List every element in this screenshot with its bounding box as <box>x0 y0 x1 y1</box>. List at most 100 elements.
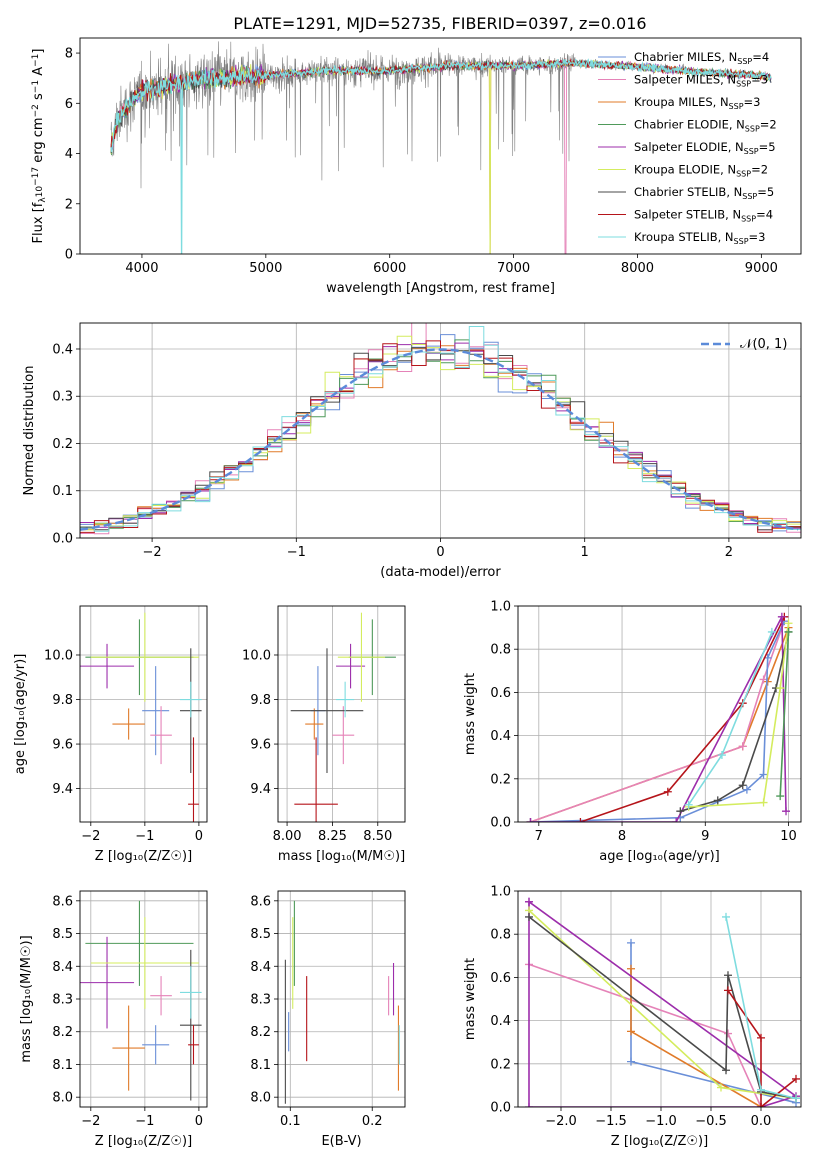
x-axis-label: (data-model)/error <box>380 565 501 580</box>
weight-marker <box>784 627 793 636</box>
histogram-8 <box>80 326 801 533</box>
y-tick-label: 0.0 <box>490 1101 511 1116</box>
gaussian-curve <box>80 348 799 531</box>
y-tick-label: 8.4 <box>250 960 271 975</box>
x-tick-label: 7 <box>535 829 543 844</box>
y-tick-label: 10.0 <box>242 648 271 663</box>
legend-label: Chabrier STELIB, NSSP=5 <box>634 185 774 201</box>
plot-area <box>80 323 801 536</box>
x-tick-label: 5000 <box>249 261 282 276</box>
panel-age_vs_mass: 8.00 8.25 8.50 9.4 9.6 9.8 10.0 mass [log₁₀(M/M… <box>242 605 406 864</box>
plot-area <box>290 612 396 822</box>
weight-marker <box>792 1074 800 1083</box>
x-tick-label: −1.0 <box>645 1114 677 1129</box>
weight-line-4 <box>530 616 787 822</box>
axes-frame <box>79 605 208 823</box>
x-tick-label: 8.50 <box>363 829 392 844</box>
weight-marker <box>776 684 785 693</box>
panel-mass_vs_ebv: 0.1 0.2 8.0 8.1 8.2 8.3 8.4 8.5 8.6 E(B-V) <box>250 890 406 1149</box>
weight-marker <box>525 897 533 906</box>
x-tick-label: 0 <box>195 829 203 844</box>
weight-marker <box>784 619 793 628</box>
weight-marker <box>738 742 747 751</box>
panel-weight_vs_Z: −2.0 −1.5 −1.0 −0.5 0.0 0.0 0.2 0.4 0.6 0.8 1.0 Z [… <box>463 885 802 1149</box>
x-tick-label: −1 <box>135 829 154 844</box>
x-axis-label: wavelength [Angstrom, rest frame] <box>326 281 555 296</box>
x-tick-label: 0 <box>436 545 444 560</box>
y-tick-label: 0.0 <box>52 532 73 547</box>
axes-frame <box>79 322 802 539</box>
x-tick-label: −2 <box>143 545 162 560</box>
weight-marker <box>776 792 785 801</box>
weight-marker <box>525 1103 533 1107</box>
plot-area <box>526 612 793 822</box>
legend-label: Kroupa STELIB, NSSP=3 <box>634 230 765 246</box>
panel-mass_vs_Z: −2 −1 0 8.0 8.1 8.2 8.3 8.4 8.5 8.6 Z [log₁₀(Z/Z☉)… <box>19 890 208 1149</box>
x-axis-label: Z [log₁₀(Z/Z☉)] <box>611 1134 708 1149</box>
axes-frame <box>517 890 802 1108</box>
y-tick-label: 0 <box>65 248 73 263</box>
x-tick-label: −1.5 <box>595 1114 627 1129</box>
x-tick-label: 4000 <box>125 261 158 276</box>
weight-marker <box>782 807 791 816</box>
x-tick-label: 2 <box>725 545 733 560</box>
y-tick-label: 8.2 <box>52 1025 73 1040</box>
y-tick-label: 8.5 <box>250 927 271 942</box>
y-axis-label: Flux [fλ10−17 erg cm−2 s−1 A−1] <box>31 49 48 244</box>
y-tick-label: 9.8 <box>52 693 73 708</box>
panel-weight_vs_age: 7 8 9 10 0.0 0.2 0.4 0.6 0.8 1.0 age [log₁₀(age/yr… <box>463 600 802 864</box>
weight-marker <box>722 1066 730 1075</box>
y-tick-label: 1.0 <box>490 600 511 615</box>
legend-label: 𝒩(0, 1) <box>740 337 787 352</box>
y-tick-label: 0.0 <box>490 816 511 831</box>
y-tick-label: 9.8 <box>250 693 271 708</box>
weight-marker <box>759 770 768 779</box>
x-axis-label: age [log₁₀(age/yr)] <box>599 849 720 864</box>
y-axis-label: mass [log₁₀(M/M☉)] <box>19 935 34 1062</box>
x-tick-label: −1 <box>287 545 306 560</box>
y-tick-label: 9.6 <box>52 738 73 753</box>
weight-marker <box>717 751 726 760</box>
x-tick-label: 8.00 <box>273 829 302 844</box>
y-tick-label: 8.0 <box>52 1091 73 1106</box>
y-tick-label: 9.6 <box>250 738 271 753</box>
y-tick-label: 8.3 <box>250 993 271 1008</box>
y-tick-label: 0.4 <box>490 1014 511 1029</box>
y-tick-label: 0.2 <box>52 437 73 452</box>
weight-marker <box>792 1094 800 1103</box>
x-tick-label: 8.25 <box>318 829 347 844</box>
panel-age_vs_Z: −2 −1 0 9.4 9.6 9.8 10.0 Z [log₁₀(Z/Z☉)] age [lo… <box>13 605 208 864</box>
y-tick-label: 8.6 <box>52 894 73 909</box>
x-tick-label: 10 <box>780 829 797 844</box>
x-axis-label: Z [log₁₀(Z/Z☉)] <box>95 1134 192 1149</box>
y-tick-label: 4 <box>65 147 73 162</box>
weight-marker <box>676 807 685 816</box>
plot-area <box>284 900 400 1104</box>
y-tick-label: 0.2 <box>490 772 511 787</box>
weight-marker <box>738 781 747 790</box>
y-tick-label: 0.3 <box>52 390 73 405</box>
x-tick-label: 8000 <box>621 261 654 276</box>
x-tick-label: −0.5 <box>695 1114 727 1129</box>
weight-marker <box>672 818 681 822</box>
y-tick-label: 0.1 <box>52 484 73 499</box>
weight-marker <box>777 612 786 621</box>
y-tick-label: 0.8 <box>490 643 511 658</box>
y-tick-label: 8.6 <box>250 894 271 909</box>
x-tick-label: −1 <box>135 1114 154 1129</box>
weight-line-5 <box>680 631 790 812</box>
weight-marker <box>526 818 535 822</box>
y-tick-label: 0.4 <box>490 729 511 744</box>
x-tick-label: 0 <box>195 1114 203 1129</box>
weight-line-5 <box>528 916 797 1100</box>
axes-frame <box>517 605 802 823</box>
x-tick-label: 9000 <box>745 261 778 276</box>
weight-marker <box>576 818 585 822</box>
y-tick-label: 0.6 <box>490 971 511 986</box>
weight-marker <box>757 1103 765 1107</box>
x-tick-label: −2.0 <box>545 1114 577 1129</box>
y-tick-label: 8.0 <box>250 1091 271 1106</box>
y-tick-label: 0.4 <box>52 342 73 357</box>
y-tick-label: 2 <box>65 197 73 212</box>
